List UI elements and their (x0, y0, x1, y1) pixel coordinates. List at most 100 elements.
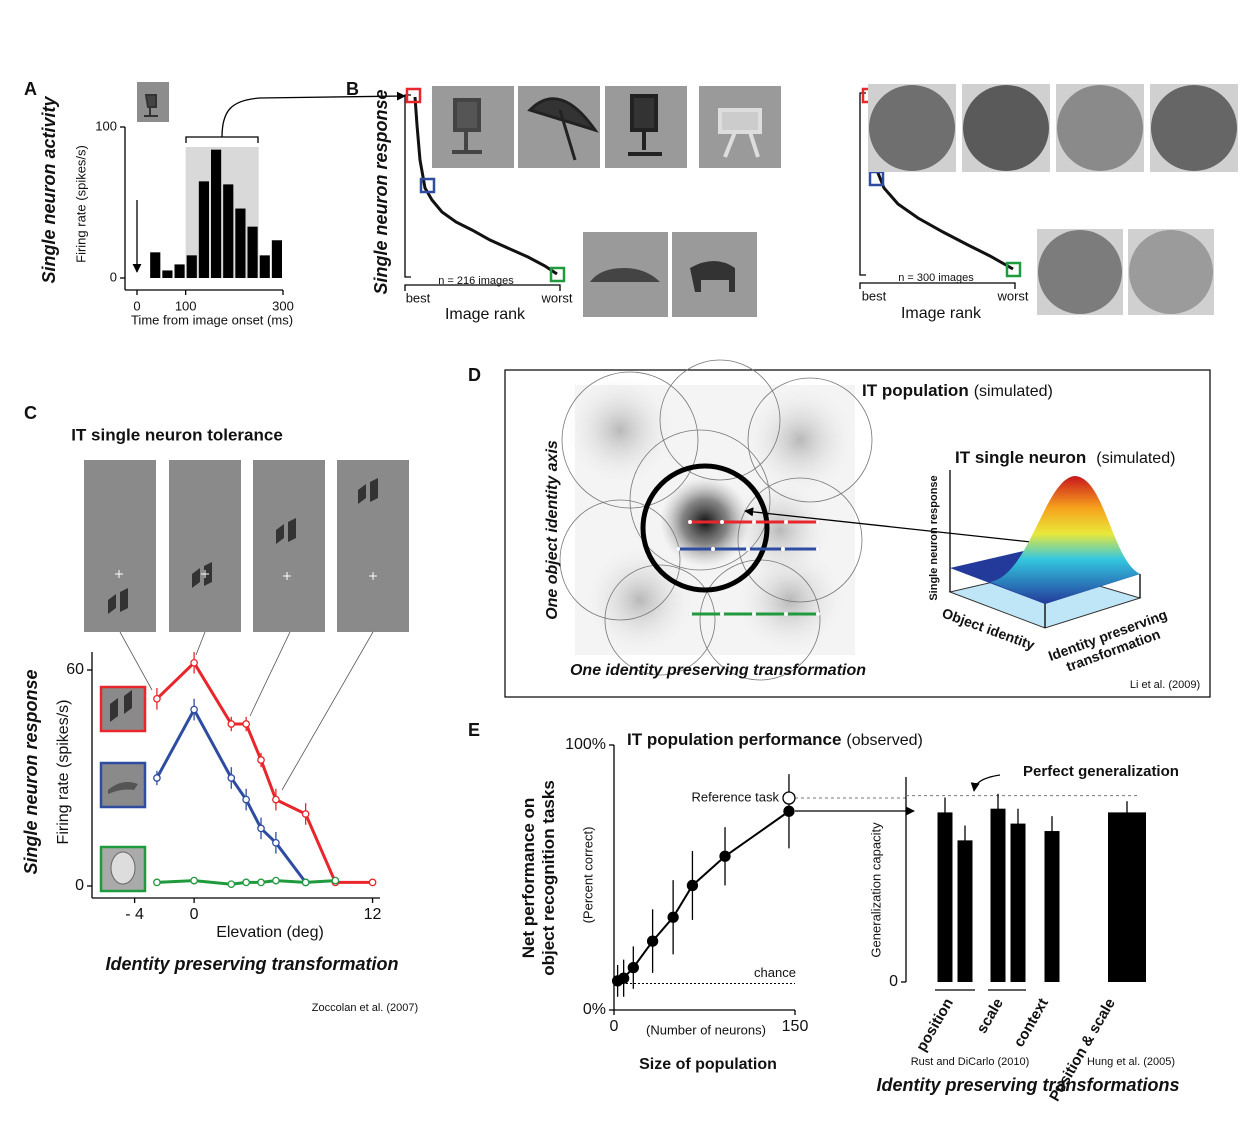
blobs (560, 370, 860, 660)
best-marker (405, 87, 422, 104)
panel-title: IT population (simulated) (862, 381, 1053, 400)
y-axis-label: Firing rate (spikes/s) (73, 145, 88, 263)
label-line: object recognition tasks (539, 780, 558, 976)
worst-label: worst (996, 288, 1028, 303)
bar (1010, 823, 1026, 982)
stimulus-row (84, 460, 409, 632)
x-axis-label: Time from image onset (ms) (131, 312, 293, 327)
image-disc (1038, 230, 1122, 314)
marker (190, 658, 198, 667)
blob (740, 380, 860, 500)
axis (404, 284, 561, 291)
source: Rust and DiCarlo (2010) (911, 1056, 1030, 1068)
dot (816, 520, 820, 524)
object (358, 478, 378, 504)
marker (719, 850, 731, 862)
x-axis-label: Image rank (901, 305, 982, 322)
panel-label: A (24, 79, 37, 99)
dot (676, 547, 680, 551)
response-window (185, 147, 259, 278)
x-tick-label: 0 (133, 298, 140, 313)
object (718, 108, 762, 158)
axis (859, 282, 1016, 289)
marker (646, 935, 659, 947)
y-tick-label: 0 (75, 877, 84, 894)
bar (186, 255, 197, 278)
x-tick-label: 12 (364, 906, 382, 923)
y-tick-label: 0 (110, 269, 117, 284)
dot (752, 612, 756, 616)
dot (816, 612, 820, 616)
bar (223, 184, 234, 278)
object (690, 261, 735, 292)
chart-title: IT population performance (observed) (627, 730, 923, 749)
image-disc (1151, 85, 1237, 171)
selected-neuron (640, 463, 770, 593)
connector (119, 631, 374, 791)
marker (227, 774, 236, 782)
rf-circle (561, 371, 699, 509)
blob (580, 540, 700, 660)
transform-dots (676, 520, 820, 616)
panel-frame (504, 369, 1211, 698)
x-axis-label: Elevation (deg) (216, 924, 324, 941)
side-label: Single neuron response (21, 669, 41, 874)
worst-marker (549, 266, 566, 283)
bar (1108, 812, 1146, 982)
x-axis-note: (Number of neurons) (646, 1022, 766, 1037)
title: IT population performance (627, 730, 841, 749)
marker (368, 878, 377, 887)
x-tick-label: - 4 (125, 906, 144, 923)
title-note: (observed) (846, 732, 922, 749)
rf-circle (737, 477, 863, 603)
marker (242, 720, 251, 728)
marker (618, 972, 630, 984)
rf-circle (747, 377, 873, 503)
marker (272, 795, 280, 804)
marker (301, 878, 310, 887)
dot (688, 520, 692, 524)
chair-icon (144, 94, 158, 117)
rf-circle (659, 359, 781, 481)
object (590, 268, 660, 282)
reference-label: Reference task (692, 789, 780, 804)
inset-axes (949, 470, 1141, 628)
dot (720, 520, 724, 524)
image-disc (1057, 85, 1143, 171)
y-tick-label: 60 (66, 661, 84, 678)
inset-title: IT single neuron (simulated) (955, 448, 1175, 467)
fixation (201, 570, 209, 578)
dot (781, 547, 785, 551)
dot (752, 520, 756, 524)
marker (257, 878, 265, 887)
y-axis-label: One object identity axis (544, 440, 561, 620)
x-axis-label: One identity preserving transformation (570, 662, 866, 679)
dot (816, 547, 820, 551)
dot (784, 520, 788, 524)
y-axis-label: Net performance onobject recognition tas… (519, 780, 558, 976)
x-tick-label: 0 (610, 1018, 619, 1035)
marker (190, 705, 198, 714)
title: IT population (862, 381, 969, 400)
side-label: Single neuron activity (39, 95, 59, 283)
image-row (868, 84, 1238, 315)
marker (783, 805, 795, 817)
dot (688, 612, 692, 616)
marker (272, 876, 280, 885)
y-tick-label: 100% (565, 736, 606, 753)
marker (242, 878, 251, 887)
bar (198, 181, 209, 278)
object (628, 94, 662, 156)
blob (560, 370, 680, 490)
rf-circle (629, 429, 771, 571)
image-disc (963, 85, 1049, 171)
x-axis-label: Identity preserving transformations (876, 1075, 1179, 1095)
object (276, 518, 296, 544)
bar (990, 808, 1006, 982)
bar (937, 812, 953, 982)
tuning-circles (559, 359, 873, 681)
y-tick-label: 0 (889, 973, 898, 990)
marker (153, 878, 161, 887)
chance-label: chance (754, 965, 796, 980)
x-axis-label: Image rank (445, 306, 526, 323)
